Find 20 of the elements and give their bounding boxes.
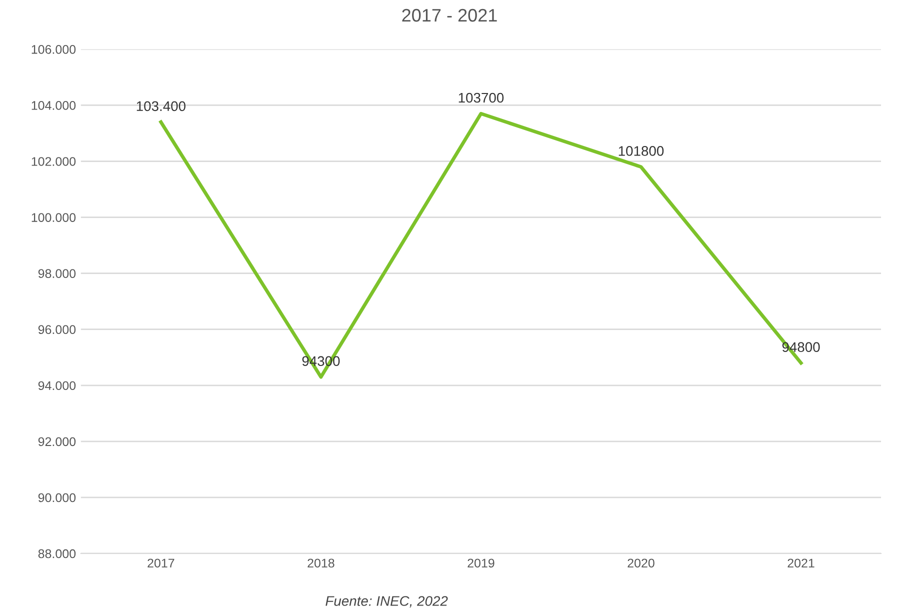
- y-tick-label: 92.000: [38, 437, 76, 446]
- y-tick-label: 90.000: [38, 493, 76, 502]
- x-tick-label: 2018: [308, 558, 334, 568]
- x-tick-label: 2020: [628, 558, 654, 568]
- y-tick-label: 100.000: [32, 213, 76, 222]
- y-tick-label: 98.000: [38, 269, 76, 278]
- y-tick-label: 102.000: [32, 157, 76, 166]
- y-tick-label: 88.000: [38, 549, 76, 558]
- data-label: 103.400: [136, 101, 186, 112]
- x-tick-label: 2017: [148, 558, 174, 568]
- y-tick-label: 94.000: [38, 381, 76, 390]
- chart-title: 2017 - 2021: [402, 8, 497, 22]
- x-tick-label: 2019: [468, 558, 494, 568]
- y-tick-label: 104.000: [32, 101, 76, 110]
- data-label: 101800: [618, 146, 664, 156]
- y-tick-label: 106.000: [32, 45, 76, 54]
- data-label: 103700: [458, 92, 504, 103]
- x-tick-label: 2021: [788, 558, 814, 568]
- source-note: Fuente: INEC, 2022: [326, 596, 448, 608]
- y-tick-label: 96.000: [38, 325, 76, 334]
